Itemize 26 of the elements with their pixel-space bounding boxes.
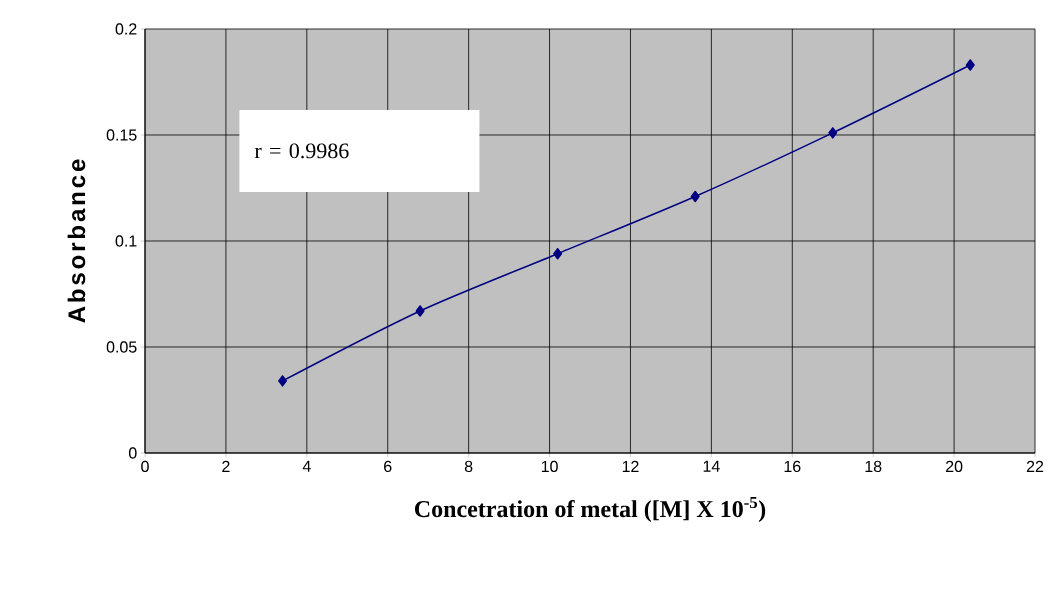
x-tick-label: 12 [622, 460, 639, 472]
x-tick-label: 2 [222, 460, 230, 472]
y-tick-label: 0.2 [115, 23, 137, 35]
x-tick-label: 10 [541, 460, 558, 473]
y-axis-title: Absorbance [67, 159, 86, 323]
point [690, 190, 700, 203]
x-axis-title: Concetration of metal ([M] X 10$^{-5}$) [414, 496, 766, 523]
x-tick-label: 16 [784, 460, 801, 473]
x-tick-label: 14 [703, 460, 720, 472]
x-tick-label: 4 [302, 460, 311, 472]
y-tick-label: 0.15 [106, 129, 137, 141]
x-tick-label: 0 [141, 460, 149, 473]
point [278, 375, 288, 387]
annotation: r = 0.9986 [254, 143, 349, 159]
point [553, 247, 563, 260]
point [965, 59, 975, 71]
y-tick-label: 0.05 [106, 341, 137, 353]
x-tick-label: 20 [946, 460, 963, 473]
y-tick-label: 0.1 [115, 235, 137, 247]
x-tick-label: 6 [384, 460, 392, 473]
x-tick-label: 22 [1026, 460, 1044, 472]
point [828, 127, 838, 139]
x-tick-label: 8 [464, 460, 473, 473]
x-tick-label: 18 [865, 460, 882, 473]
y-tick-label: 0 [128, 447, 137, 459]
point [415, 305, 425, 317]
